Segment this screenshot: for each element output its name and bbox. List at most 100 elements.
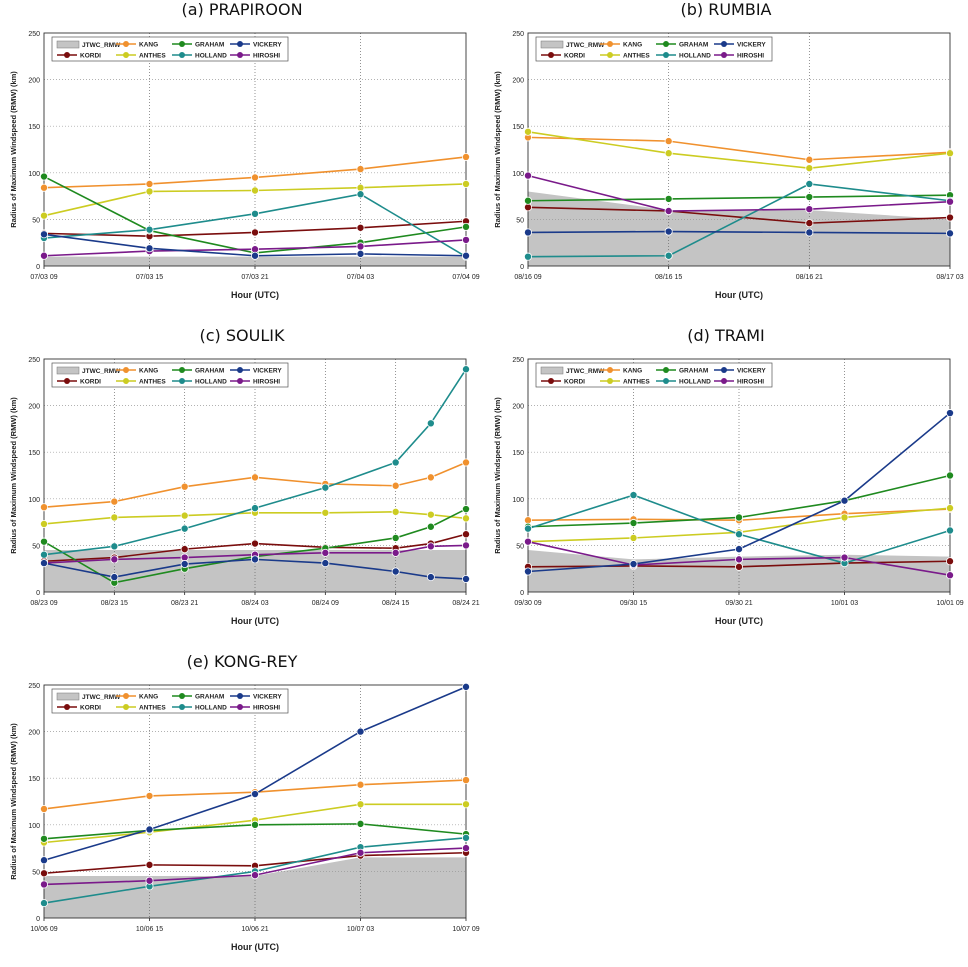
data-point-hiroshi <box>356 848 365 857</box>
chart-kong-rey: 0 50 100 150 200 250 10/06 09 10/06 15 10/06 21 1… <box>9 682 480 952</box>
area-jtwc-rmw <box>44 857 466 918</box>
y-tick-label: 250 <box>28 31 40 38</box>
data-point-kordi <box>180 545 189 554</box>
data-point-vickery <box>40 559 49 568</box>
chart-title: (a) PRAPIROON <box>181 0 303 19</box>
series-line-anthes <box>43 511 467 525</box>
legend-label: HIROSHI <box>253 53 280 60</box>
data-point-hiroshi <box>180 553 189 562</box>
legend-label: JTWC_RMW <box>566 42 605 49</box>
data-point-graham <box>524 196 533 205</box>
data-point-kordi <box>356 223 365 232</box>
x-tick-label: 10/06 09 <box>30 926 57 933</box>
data-point-kordi <box>40 869 49 878</box>
data-point-holland <box>321 483 330 492</box>
data-point-kang <box>391 481 400 490</box>
y-axis-label: Radius of Maximum Windspeed (RMW) (km) <box>493 397 502 554</box>
legend-marker-graham <box>179 367 185 373</box>
legend-label: ANTHES <box>623 53 650 60</box>
chart-trami: 0 50 100 150 200 250 09/30 09 09/30 15 09/30 21 1… <box>493 357 964 626</box>
data-point-hiroshi <box>805 205 814 214</box>
panel-rumbia: (b) RUMBIA 0 50 100 150 200 250 08/16 09 08/16 … <box>484 0 968 310</box>
data-point-kang <box>524 516 533 525</box>
y-tick-label: 50 <box>516 217 524 224</box>
series-line-graham <box>527 194 951 202</box>
y-tick-label: 200 <box>28 78 40 85</box>
plot-frame <box>43 32 467 267</box>
plot-frame <box>43 358 467 593</box>
x-tick-label: 08/16 09 <box>514 274 541 281</box>
data-point-vickery <box>321 559 330 568</box>
x-tick-label: 07/03 21 <box>241 274 268 281</box>
y-tick-label: 100 <box>28 497 40 504</box>
legend-marker-hiroshi <box>237 704 243 710</box>
legend-label: JTWC_RMW <box>82 694 121 701</box>
legend-swatch-jtwc-rmw <box>56 692 80 701</box>
legend-box <box>51 362 289 388</box>
data-point-vickery <box>110 573 119 582</box>
data-point-vickery <box>145 825 154 834</box>
area-jtwc-rmw <box>44 550 466 592</box>
legend-label: KORDI <box>564 379 585 386</box>
data-point-kang <box>250 173 259 182</box>
data-point-hiroshi <box>664 207 673 216</box>
data-point-graham <box>805 193 814 202</box>
x-tick-label: 07/04 03 <box>347 274 374 281</box>
data-point-graham <box>461 505 470 514</box>
data-point-anthes <box>145 187 154 196</box>
legend-marker-kordi <box>548 52 554 58</box>
data-point-hiroshi <box>461 844 470 853</box>
legend-swatch-jtwc-rmw <box>56 40 80 49</box>
y-tick-label: 250 <box>512 357 524 364</box>
x-tick-label: 08/16 15 <box>655 274 682 281</box>
y-tick-label: 200 <box>512 404 524 411</box>
data-point-vickery <box>664 227 673 236</box>
data-point-hiroshi <box>461 235 470 244</box>
data-point-holland <box>629 491 638 500</box>
legend-marker-graham <box>663 41 669 47</box>
legend-label: KANG <box>139 42 158 49</box>
data-point-holland <box>250 504 259 513</box>
chart-title: (e) KONG-REY <box>186 652 298 671</box>
legend-label: KANG <box>139 694 158 701</box>
data-point-graham <box>461 222 470 231</box>
data-point-kang <box>426 473 435 482</box>
data-point-anthes <box>321 508 330 517</box>
data-point-holland <box>356 190 365 199</box>
data-point-vickery <box>461 682 470 691</box>
data-point-kordi <box>945 557 954 566</box>
data-point-kang <box>805 155 814 164</box>
data-point-kang <box>461 776 470 785</box>
x-tick-label: 08/23 21 <box>171 600 198 607</box>
legend-marker-kang <box>607 367 613 373</box>
x-tick-label: 10/06 21 <box>241 926 268 933</box>
data-point-vickery <box>391 567 400 576</box>
data-point-vickery <box>524 228 533 237</box>
chart-title: (c) SOULIK <box>199 326 285 345</box>
data-point-hiroshi <box>734 555 743 564</box>
y-axis-label: Radius of Maximum Windspeed (RMW) (km) <box>9 397 18 554</box>
legend-label: KANG <box>623 368 642 375</box>
data-point-kang <box>110 497 119 506</box>
legend-label: VICKERY <box>253 42 282 49</box>
data-point-hiroshi <box>524 537 533 546</box>
legend-label: JTWC_RMW <box>82 42 121 49</box>
data-point-anthes <box>664 149 673 158</box>
data-point-graham <box>945 471 954 480</box>
legend-label: HIROSHI <box>737 53 764 60</box>
legend-label: JTWC_RMW <box>82 368 121 375</box>
data-point-kang <box>664 137 673 146</box>
y-tick-label: 200 <box>28 730 40 737</box>
data-point-hiroshi <box>321 548 330 557</box>
data-point-anthes <box>461 179 470 188</box>
legend-label: ANTHES <box>139 53 166 60</box>
data-point-vickery <box>840 496 849 505</box>
data-point-holland <box>461 833 470 842</box>
legend-box <box>51 688 289 714</box>
data-point-kang <box>145 179 154 188</box>
data-point-hiroshi <box>426 542 435 551</box>
data-point-hiroshi <box>356 242 365 251</box>
data-point-graham <box>40 172 49 181</box>
data-point-hiroshi <box>945 197 954 206</box>
x-tick-label: 08/17 03 <box>936 274 963 281</box>
